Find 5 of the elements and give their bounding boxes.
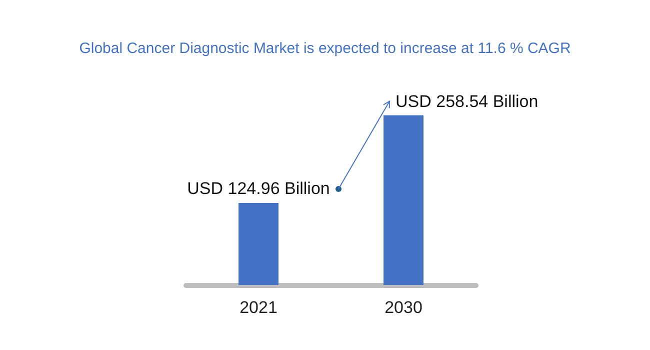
x-tick-label: 2021 xyxy=(240,298,278,317)
data-label: USD 124.96 Billion xyxy=(187,178,330,198)
data-label: USD 258.54 Billion xyxy=(396,92,538,112)
x-tick-label: 2030 xyxy=(384,298,422,317)
chart-title: Global Cancer Diagnostic Market is expected to increase at 11.6 % CAGR xyxy=(79,40,571,57)
